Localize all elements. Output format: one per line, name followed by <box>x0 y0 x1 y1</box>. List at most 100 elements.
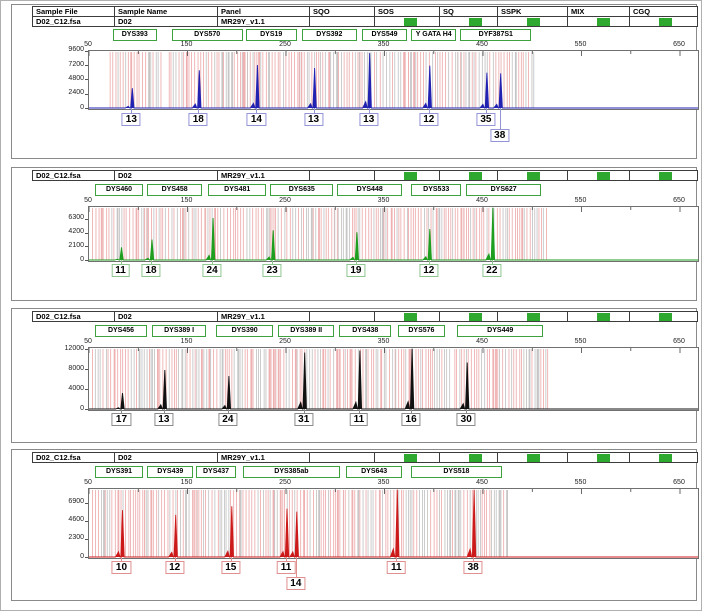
allele-call-dyf387s1-35[interactable]: 35 <box>476 113 496 126</box>
allele-leader-line <box>466 409 468 415</box>
electropherogram-panel-green-dye-channel: D02_C12.fsa D02 MR29Y_v1.1 DYS460 DYS458 DYS4… <box>11 167 699 301</box>
quality-flag-sos-icon <box>404 17 417 26</box>
value-cell-sq <box>440 171 498 181</box>
allele-call-dys456-17[interactable]: 17 <box>111 413 132 426</box>
allele-leader-line <box>285 557 287 563</box>
value-cell-sq <box>440 453 498 463</box>
marker-label-dys635: DYS635 <box>270 184 334 196</box>
marker-label-dys392: DYS392 <box>301 29 357 41</box>
marker-label-dys549: DYS549 <box>361 29 408 41</box>
x-axis-tick-label: 150 <box>180 197 193 204</box>
y-axis-tick-label: 0 <box>80 255 84 263</box>
marker-label-y-gata-h4: Y GATA H4 <box>411 29 457 41</box>
allele-call-dys385ab-11[interactable]: 11 <box>276 561 296 574</box>
allele-call-dyf387s1-38[interactable]: 38 <box>490 129 510 142</box>
allele-leader-line <box>121 557 123 563</box>
quality-flag-cgq-icon <box>659 17 672 26</box>
trace-plot-blue-dye-channel[interactable] <box>88 50 699 110</box>
allele-call-dys549-13[interactable]: 13 <box>359 113 379 126</box>
value-cell-cgq <box>630 453 698 463</box>
quality-flag-sq-icon <box>469 453 482 462</box>
allele-leader-line <box>212 260 214 266</box>
trace-plot-black-dye-channel[interactable] <box>88 347 699 411</box>
marker-label-dys448: DYS448 <box>337 184 403 196</box>
y-axis-tick <box>85 79 88 81</box>
allele-call-dys19-14[interactable]: 14 <box>246 113 266 126</box>
allele-call-dys576-16[interactable]: 16 <box>401 413 421 426</box>
value-cell-sos <box>375 171 440 181</box>
sample-values-row: D02_C12.fsa D02 MR29Y_v1.1 <box>33 312 698 322</box>
allele-call-dys392-13[interactable]: 13 <box>304 113 324 126</box>
marker-label-dys385ab: DYS385ab <box>242 466 341 478</box>
value-cell-mix <box>568 453 630 463</box>
allele-call-dys439-12[interactable]: 12 <box>165 561 185 574</box>
value-cell-sqo <box>310 453 375 463</box>
allele-call-dys533-12[interactable]: 12 <box>419 264 439 277</box>
x-axis-tick-label: 650 <box>673 479 685 486</box>
y-axis-tick <box>85 50 88 52</box>
allele-leader-line <box>303 409 305 415</box>
allele-call-dys518-38[interactable]: 38 <box>463 561 483 574</box>
value-cell-sample-file: D02_C12.fsa <box>33 312 115 322</box>
allele-call-dys570-18[interactable]: 18 <box>188 113 208 126</box>
allele-call-dys643-11[interactable]: 11 <box>387 561 406 574</box>
value-cell-sq <box>440 312 498 322</box>
value-cell-sspk <box>498 17 568 27</box>
column-header-cgq: CGQ <box>630 7 698 17</box>
quality-flag-mix-icon <box>597 312 610 321</box>
allele-call-dys389-i-13[interactable]: 13 <box>154 413 174 426</box>
allele-leader-line <box>151 260 153 266</box>
allele-call-dys438-11[interactable]: 11 <box>349 413 369 426</box>
y-axis-tick-label: 2300 <box>68 534 84 542</box>
trace-plot-green-dye-channel[interactable] <box>88 206 699 262</box>
y-axis-tick <box>85 232 88 234</box>
x-axis-tick-label: 250 <box>279 479 291 486</box>
trace-svg <box>89 489 698 558</box>
allele-call-y-gata-h4-12[interactable]: 12 <box>419 113 439 126</box>
quality-flag-sos-icon <box>404 453 417 462</box>
allele-call-dys385ab-14[interactable]: 14 <box>286 577 306 590</box>
allele-call-dys449-30[interactable]: 30 <box>456 413 476 426</box>
allele-leader-line <box>131 108 133 115</box>
value-cell-sos <box>375 312 440 322</box>
allele-call-dys627-22[interactable]: 22 <box>482 264 502 277</box>
quality-flag-sq-icon <box>469 171 482 180</box>
value-cell-cgq <box>630 17 698 27</box>
allele-call-dys437-15[interactable]: 15 <box>221 561 241 574</box>
trace-svg <box>89 51 698 109</box>
allele-call-dys460-11[interactable]: 11 <box>111 264 130 277</box>
marker-label-dys391: DYS391 <box>94 466 144 478</box>
marker-label-dys533: DYS533 <box>411 184 462 196</box>
allele-leader-line <box>227 409 229 415</box>
marker-label-dys389-i: DYS389 I <box>152 325 207 337</box>
allele-leader-line <box>256 108 258 115</box>
value-cell-sspk <box>498 171 568 181</box>
y-axis-tick <box>85 349 88 350</box>
sample-values-row: D02_C12.fsa D02 MR29Y_v1.1 <box>33 17 698 27</box>
allele-call-dys635-23[interactable]: 23 <box>262 264 282 277</box>
value-cell-sample-name: D02 <box>115 171 218 181</box>
x-axis-tick-label: 350 <box>377 197 390 204</box>
quality-flag-sq-icon <box>469 17 482 26</box>
marker-label-dys456: DYS456 <box>94 325 148 337</box>
sample-info-table: D02_C12.fsa D02 MR29Y_v1.1 <box>32 170 698 181</box>
trace-plot-red-dye-channel[interactable] <box>88 488 699 559</box>
allele-call-dys391-10[interactable]: 10 <box>111 561 132 574</box>
x-axis-tick-label: 650 <box>673 41 685 48</box>
allele-call-dys393-13[interactable]: 13 <box>121 113 141 126</box>
sample-info-table: D02_C12.fsa D02 MR29Y_v1.1 <box>32 311 698 322</box>
y-axis-tick <box>85 557 88 558</box>
y-axis-tick-label: 7200 <box>68 60 84 68</box>
column-header-sample-name: Sample Name <box>115 7 218 17</box>
allele-call-dys481-24[interactable]: 24 <box>202 264 222 277</box>
allele-call-dys390-24[interactable]: 24 <box>218 413 238 426</box>
value-cell-sample-name: D02 <box>115 312 218 322</box>
allele-call-dys448-19[interactable]: 19 <box>346 264 366 277</box>
x-axis-tick-label: 250 <box>279 338 291 345</box>
x-axis-tick-label: 650 <box>673 197 685 204</box>
electropherogram-panel-blue-dye-channel: Sample File Sample Name Panel SQO SOS SQ SSPK M… <box>11 4 699 159</box>
trace-svg <box>89 348 698 410</box>
allele-call-dys458-18[interactable]: 18 <box>141 264 161 277</box>
allele-call-dys389-ii-31[interactable]: 31 <box>294 413 314 426</box>
sample-info-table: Sample File Sample Name Panel SQO SOS SQ SSPK M… <box>32 6 698 27</box>
